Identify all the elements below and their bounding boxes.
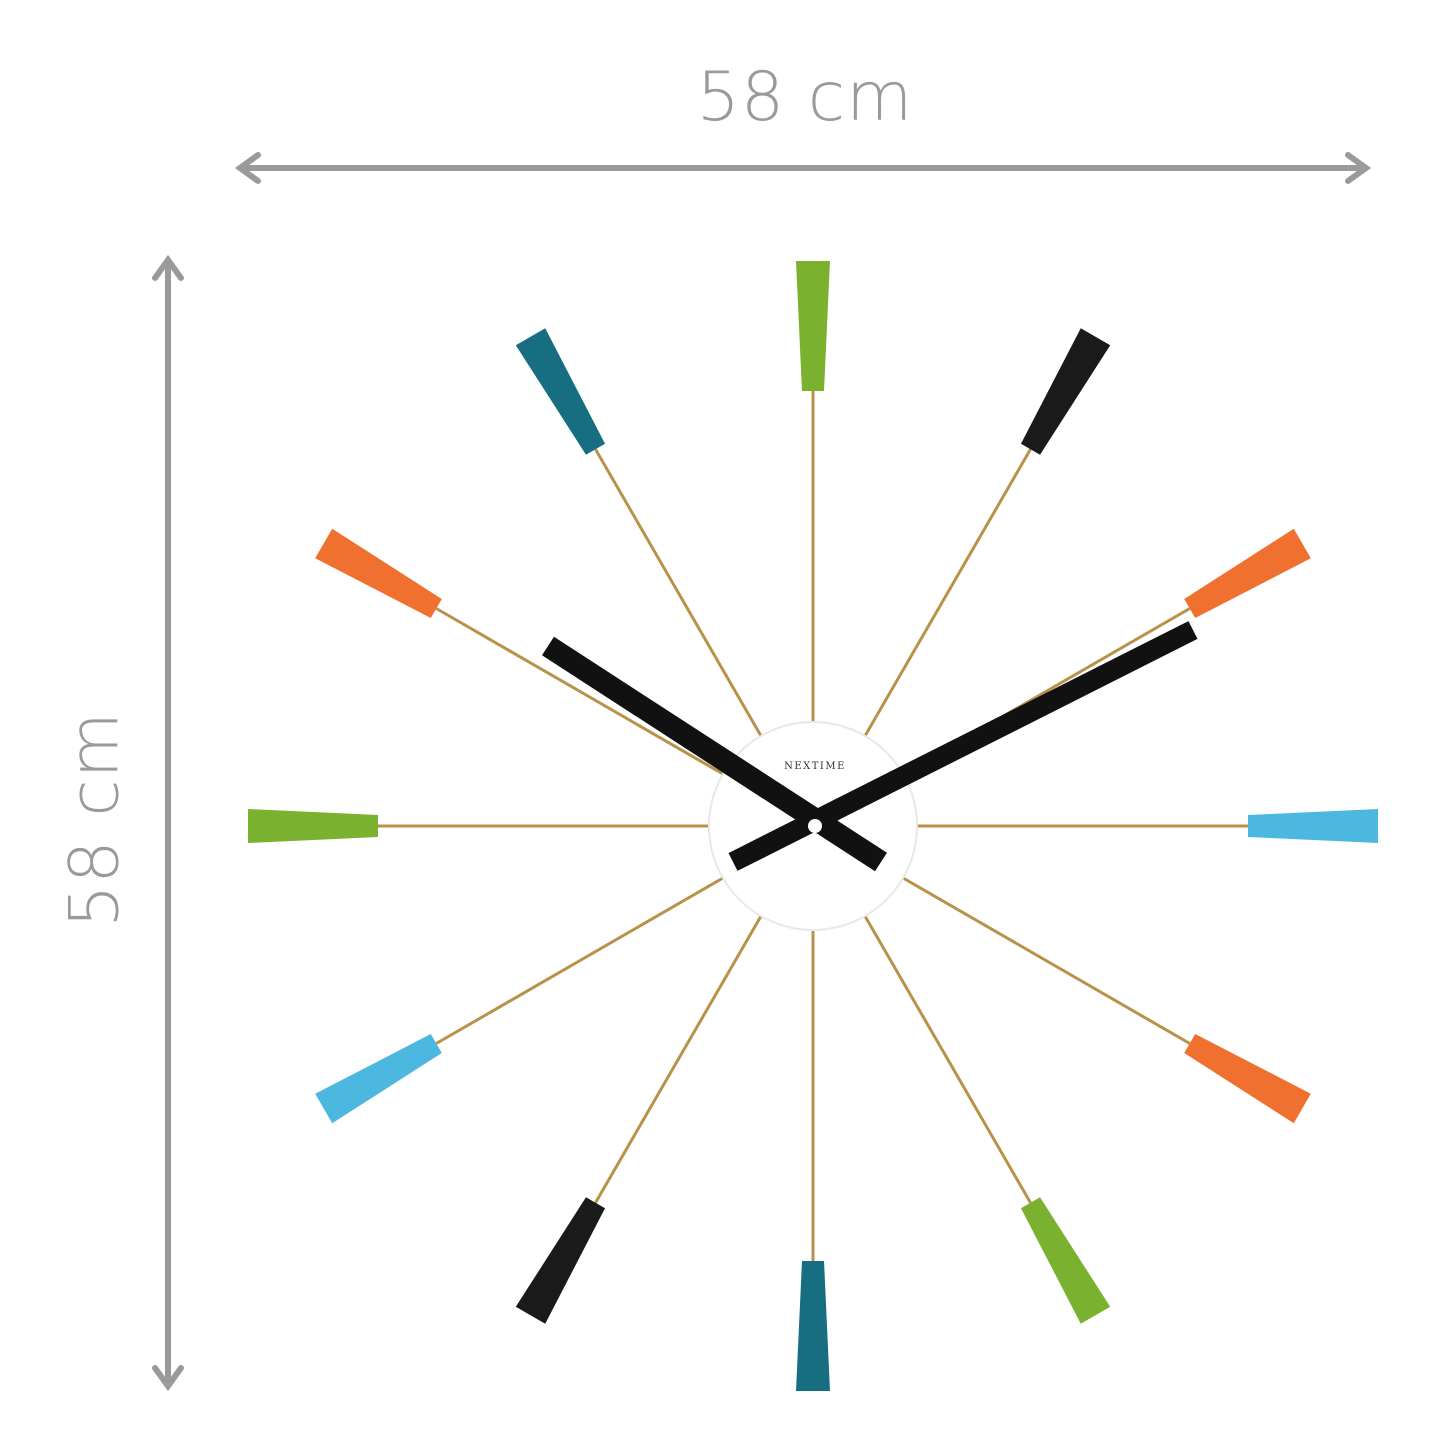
spoke-rod xyxy=(594,911,765,1204)
spoke-rod xyxy=(861,448,1032,741)
arrow-head-bottom xyxy=(152,1365,184,1392)
arrow-head-right xyxy=(1345,152,1372,184)
height-label: 58 cm xyxy=(55,711,135,928)
spoke-tip-4 xyxy=(1184,1033,1311,1124)
dimension-arrows xyxy=(152,152,1372,1392)
arrow-head-top xyxy=(152,254,184,281)
spoke-tip-8 xyxy=(315,1033,442,1124)
spoke-tip-6 xyxy=(796,1261,830,1391)
width-label: 58 cm xyxy=(696,58,914,137)
spoke-tip-5 xyxy=(1020,1197,1111,1324)
spoke-rod xyxy=(898,874,1191,1045)
spoke-tip-10 xyxy=(315,528,442,619)
brand-logo: NeXtime xyxy=(784,761,846,772)
spoke-tip-9 xyxy=(248,809,378,843)
spoke-tip-11 xyxy=(515,328,606,455)
arrow-head-left xyxy=(234,152,261,184)
spoke-rod xyxy=(435,874,728,1045)
spoke-tip-3 xyxy=(1248,809,1378,843)
spoke-tip-7 xyxy=(515,1197,606,1324)
clock-hands xyxy=(542,621,1198,872)
spoke-rod xyxy=(435,607,728,778)
spoke-rod xyxy=(861,911,1032,1204)
clock-spokes xyxy=(248,261,1378,1391)
spoke-rod xyxy=(594,448,765,741)
center-cap xyxy=(808,819,822,833)
spoke-tip-2 xyxy=(1184,528,1311,619)
spoke-tip-1 xyxy=(1020,328,1111,455)
spoke-tip-12 xyxy=(796,261,830,391)
